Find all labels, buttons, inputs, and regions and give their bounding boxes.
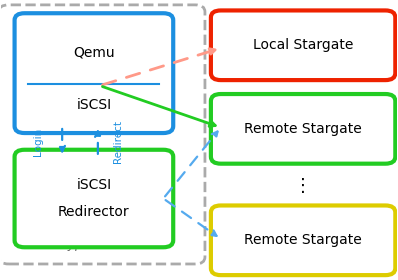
Text: iSCSI: iSCSI <box>76 178 111 192</box>
FancyBboxPatch shape <box>15 13 173 133</box>
Text: Redirector: Redirector <box>58 206 130 220</box>
Text: Remote Stargate: Remote Stargate <box>244 122 362 136</box>
FancyBboxPatch shape <box>211 10 395 80</box>
Text: Qemu: Qemu <box>73 45 115 59</box>
Text: AHV Hypervisor: AHV Hypervisor <box>29 239 127 251</box>
FancyBboxPatch shape <box>0 5 205 264</box>
FancyBboxPatch shape <box>15 150 173 247</box>
Text: Redirect: Redirect <box>113 120 123 163</box>
Text: Remote Stargate: Remote Stargate <box>244 233 362 247</box>
Text: Local Stargate: Local Stargate <box>253 38 353 52</box>
FancyBboxPatch shape <box>211 206 395 275</box>
Text: iSCSI: iSCSI <box>76 98 111 112</box>
Text: Login: Login <box>33 127 43 155</box>
FancyBboxPatch shape <box>211 94 395 164</box>
Text: ⋮: ⋮ <box>294 177 312 195</box>
